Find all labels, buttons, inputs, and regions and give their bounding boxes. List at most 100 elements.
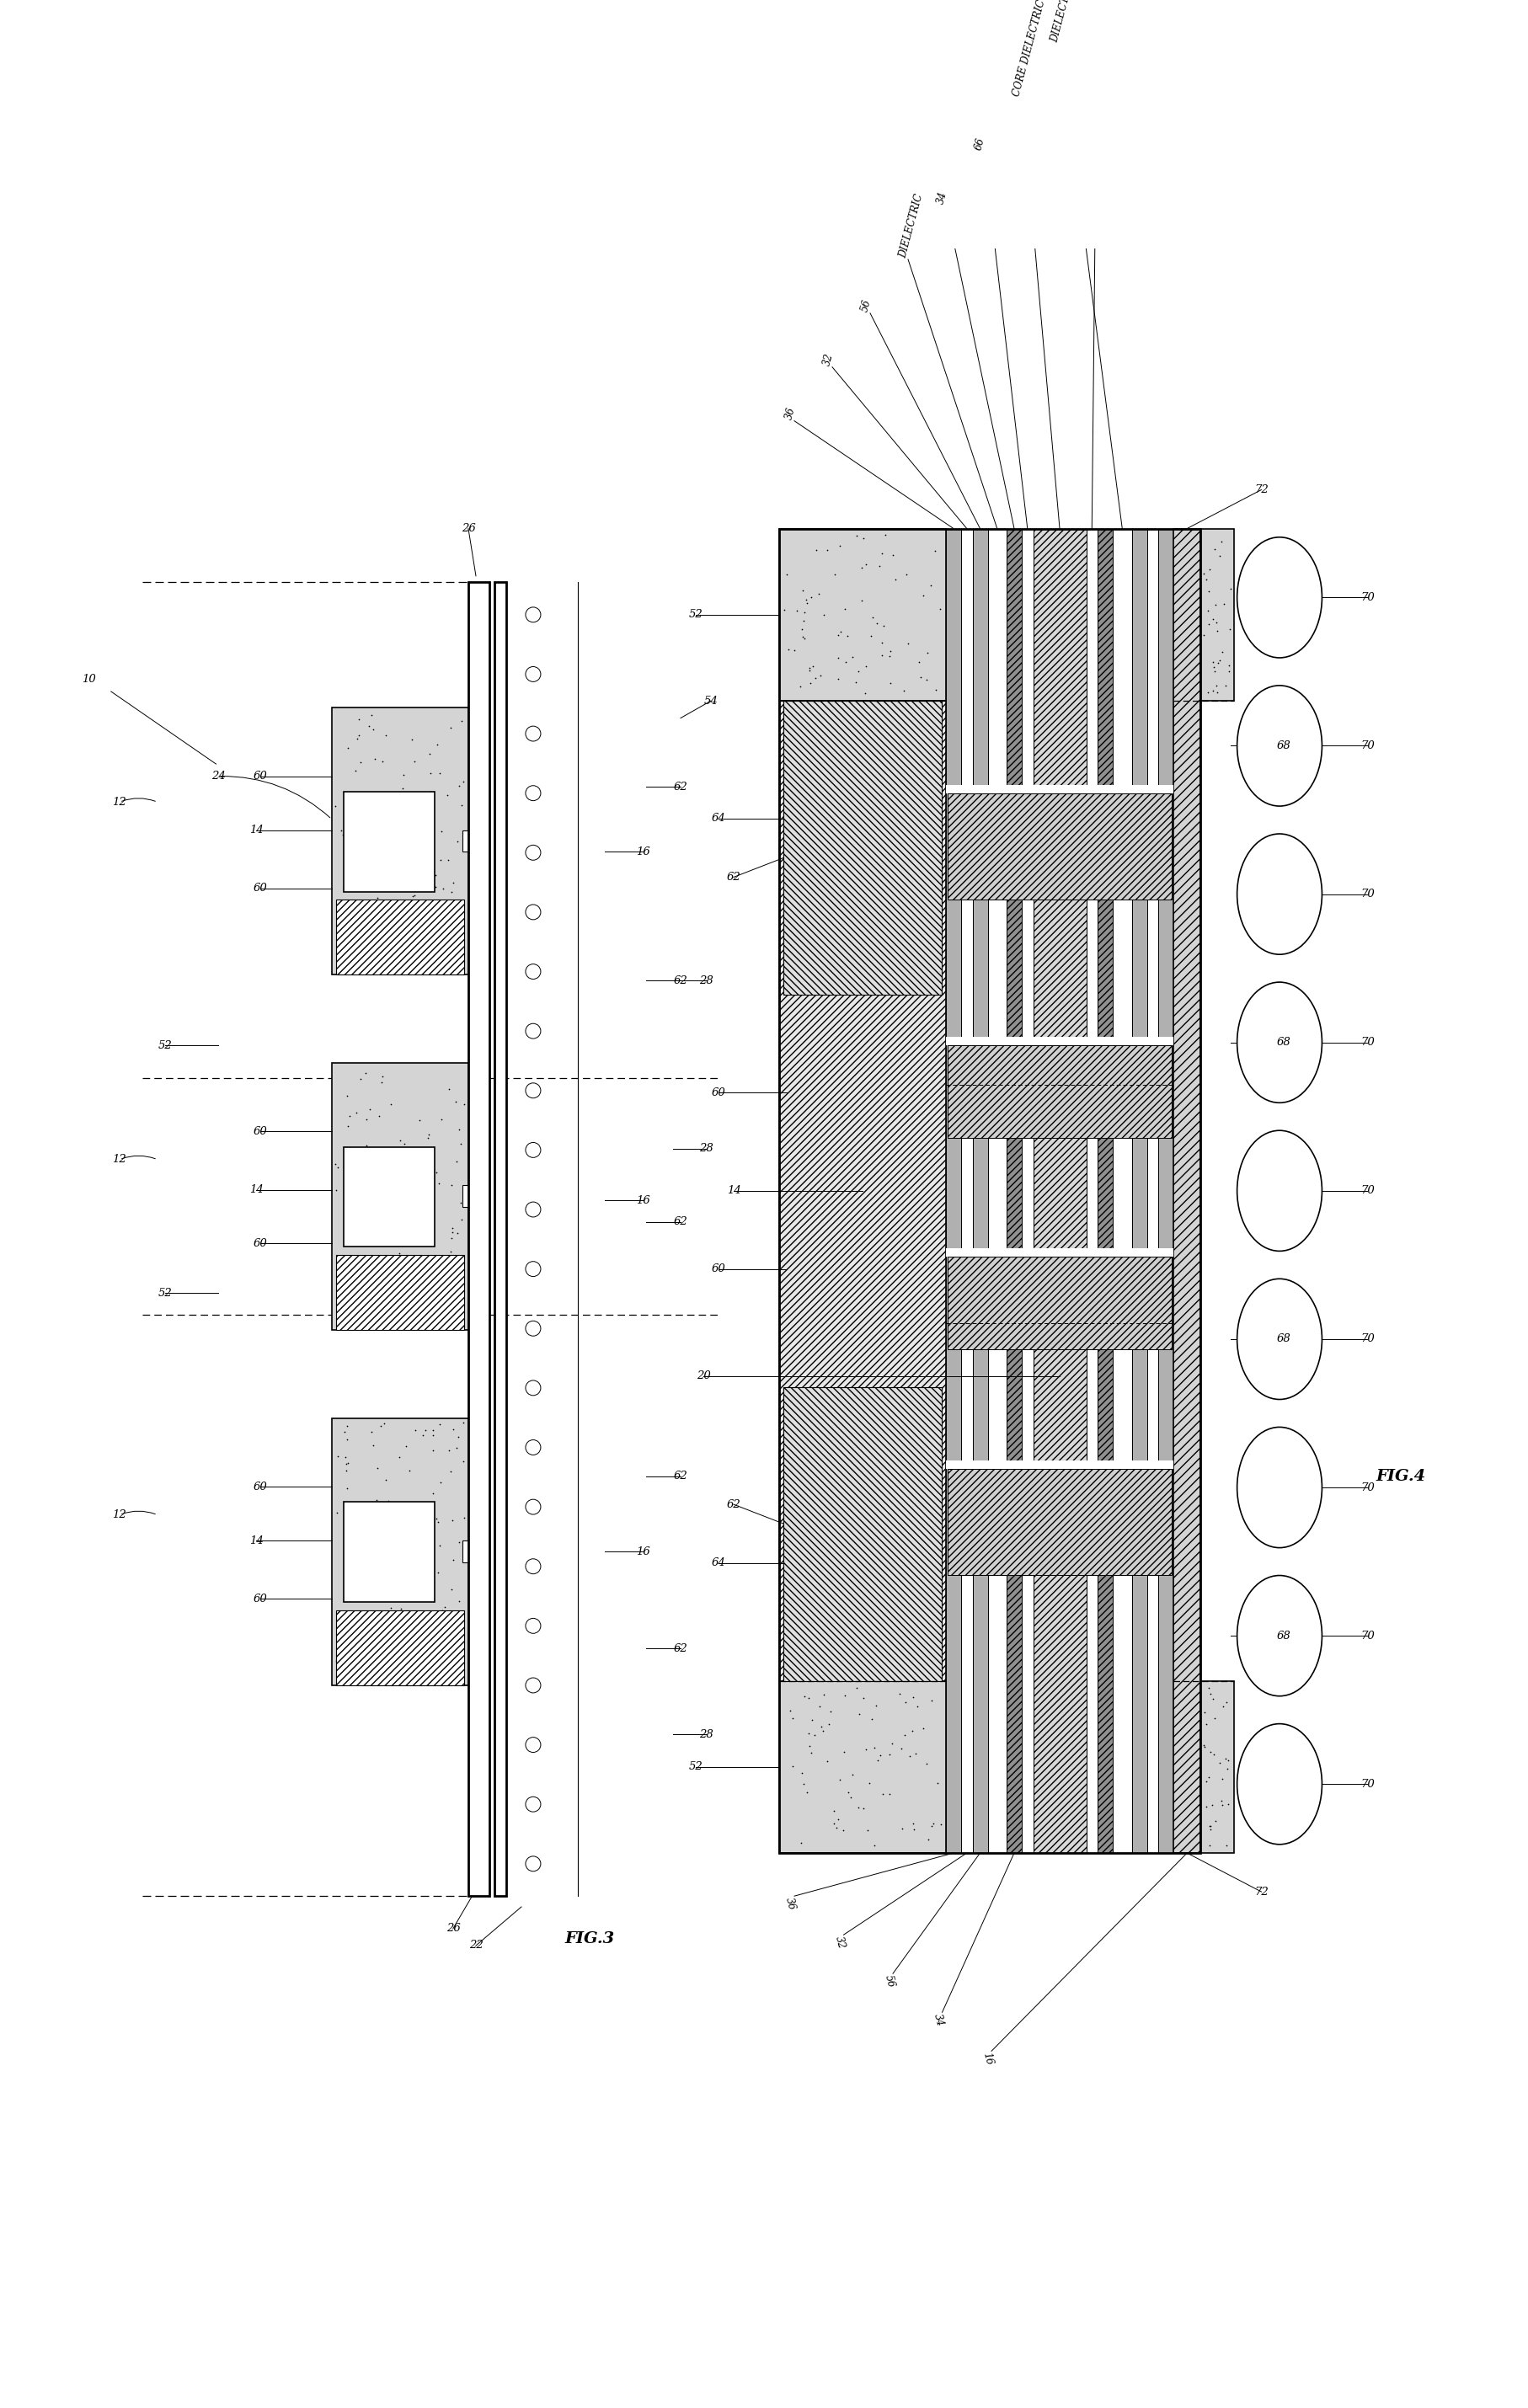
Point (416, 1117, 440, 1156)
Point (330, 1649, 354, 1688)
Point (345, 1519, 370, 1558)
Point (368, 1406, 393, 1445)
Point (911, 1710, 935, 1748)
Bar (336, 1255, 465, 1329)
Point (442, 864, 466, 903)
Ellipse shape (526, 1023, 541, 1038)
Point (405, 1281, 429, 1320)
Point (362, 739, 387, 778)
Point (1213, 1825, 1238, 1864)
Point (898, 1736, 923, 1775)
Point (834, 616, 859, 655)
Point (1203, 1736, 1227, 1775)
Point (440, 874, 465, 913)
Point (405, 1483, 429, 1522)
Point (397, 1452, 422, 1491)
Point (333, 1445, 358, 1483)
Point (1213, 1739, 1238, 1777)
Point (863, 1686, 888, 1724)
Point (353, 1055, 377, 1093)
Point (330, 816, 354, 855)
Point (365, 819, 390, 857)
Ellipse shape (526, 1202, 541, 1216)
Text: 16: 16 (636, 1546, 649, 1558)
Point (426, 1553, 451, 1592)
Point (419, 1524, 443, 1563)
Text: CORE DIELECTRIC: CORE DIELECTRIC (1012, 0, 1048, 99)
Point (1198, 551, 1222, 590)
Point (371, 1544, 396, 1582)
Point (364, 1194, 388, 1233)
Point (795, 583, 819, 621)
Point (877, 638, 902, 677)
Point (423, 855, 448, 893)
Text: 62: 62 (674, 975, 688, 987)
Text: 16: 16 (981, 2052, 995, 2066)
Point (336, 727, 361, 766)
Point (1198, 1734, 1222, 1772)
Point (429, 811, 454, 850)
Bar (947, 1045, 1172, 1139)
Point (1193, 1787, 1218, 1825)
Point (1206, 643, 1230, 681)
Point (361, 1158, 385, 1197)
Point (371, 1057, 396, 1096)
Point (440, 1165, 465, 1204)
Point (894, 554, 918, 592)
Point (431, 869, 455, 908)
Point (393, 889, 417, 927)
Point (868, 547, 892, 585)
Text: 34: 34 (935, 190, 949, 205)
Text: 66: 66 (973, 137, 987, 152)
Text: 14: 14 (249, 1536, 263, 1546)
Bar (1022, 527, 1033, 1854)
Point (336, 1445, 361, 1483)
Text: 70: 70 (1360, 1630, 1375, 1642)
Point (419, 1139, 443, 1178)
Point (426, 1163, 451, 1202)
Point (358, 1091, 382, 1129)
Point (420, 1223, 445, 1262)
Point (420, 1411, 445, 1450)
Point (380, 1621, 405, 1659)
Text: 60: 60 (254, 771, 267, 783)
Point (443, 1296, 468, 1334)
Point (845, 1669, 869, 1707)
Text: 36: 36 (784, 1895, 798, 1912)
Point (408, 1192, 432, 1230)
Point (384, 915, 408, 954)
Point (420, 1416, 445, 1454)
Point (440, 1218, 465, 1257)
Point (879, 665, 903, 703)
Bar (784, 701, 941, 995)
Point (324, 1146, 348, 1185)
Point (927, 590, 952, 628)
Point (902, 1811, 926, 1849)
Circle shape (1238, 1724, 1322, 1845)
Point (920, 1806, 944, 1845)
Point (782, 631, 807, 669)
Point (354, 1127, 379, 1165)
Point (1203, 1801, 1227, 1840)
Text: 62: 62 (674, 1642, 688, 1654)
Point (388, 1589, 413, 1628)
Point (851, 1678, 876, 1717)
Point (1195, 1705, 1219, 1743)
Point (370, 939, 394, 978)
Bar (344, 1503, 435, 1601)
Point (397, 1137, 422, 1175)
Ellipse shape (526, 1262, 541, 1276)
Ellipse shape (526, 667, 541, 681)
Point (900, 1712, 924, 1751)
Point (831, 1734, 856, 1772)
Point (397, 1286, 422, 1324)
Point (324, 1293, 348, 1332)
Point (1204, 667, 1229, 706)
Text: 52: 52 (689, 609, 703, 621)
Point (877, 1775, 902, 1813)
Point (406, 1517, 431, 1556)
Point (428, 840, 452, 879)
Point (335, 1300, 359, 1339)
Ellipse shape (526, 1440, 541, 1454)
Point (344, 1283, 368, 1322)
